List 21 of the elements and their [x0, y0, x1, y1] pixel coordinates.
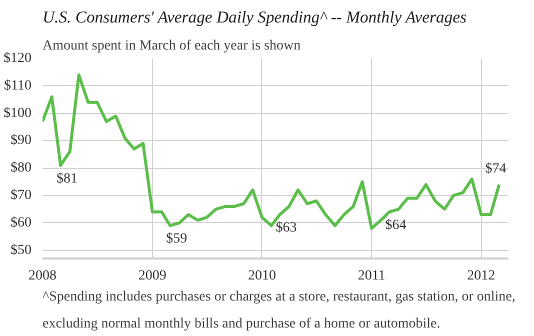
annotation: $64 — [385, 218, 406, 233]
x-tick-label: 2011 — [358, 268, 386, 284]
chart-subtitle: Amount spent in March of each year is shown — [42, 38, 301, 54]
x-tick-label: 2010 — [248, 268, 276, 284]
y-tick-label: $100 — [4, 106, 32, 121]
annotation: $74 — [485, 162, 506, 177]
annotation: $59 — [166, 232, 188, 247]
x-tick-label: 2012 — [467, 268, 496, 284]
x-tick-label: 2009 — [138, 268, 166, 284]
y-tick-label: $50 — [10, 242, 32, 258]
y-tick-label: $80 — [10, 160, 32, 176]
y-tick-label: $60 — [10, 215, 32, 230]
y-tick-label: $70 — [10, 188, 32, 203]
y-tick-label: $120 — [4, 51, 32, 66]
text: ^Spending includes purchases or charges at a store, restaurant, gas station, or online, excluding normal monthly bills and purchase of a home or automobile. — [42, 290, 516, 332]
y-tick-label: $110 — [4, 78, 32, 94]
chart-title: U.S. Consumers' Average Daily Spending^ -- Monthly Averages — [42, 8, 467, 26]
annotation: $63 — [276, 220, 297, 236]
annotation: $81 — [56, 171, 78, 186]
y-tick-label: $90 — [10, 133, 32, 148]
x-tick-label: 2008 — [28, 268, 56, 284]
